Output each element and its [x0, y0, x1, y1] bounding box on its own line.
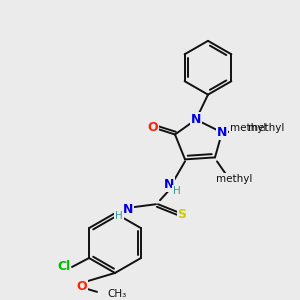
Text: methyl: methyl — [230, 122, 266, 133]
Text: H: H — [173, 186, 181, 196]
Text: N: N — [217, 126, 227, 139]
Text: N: N — [123, 203, 133, 216]
Text: methyl: methyl — [216, 174, 252, 184]
Text: S: S — [178, 208, 187, 221]
Text: N: N — [164, 178, 174, 191]
Text: O: O — [77, 280, 87, 293]
Text: O: O — [148, 121, 158, 134]
Text: methyl: methyl — [235, 178, 240, 179]
Text: methyl: methyl — [248, 122, 284, 133]
Text: CH₃: CH₃ — [107, 289, 126, 299]
Text: N: N — [191, 113, 201, 126]
Text: methyl: methyl — [258, 126, 263, 128]
Text: Cl: Cl — [57, 260, 70, 274]
Text: H: H — [115, 211, 123, 221]
